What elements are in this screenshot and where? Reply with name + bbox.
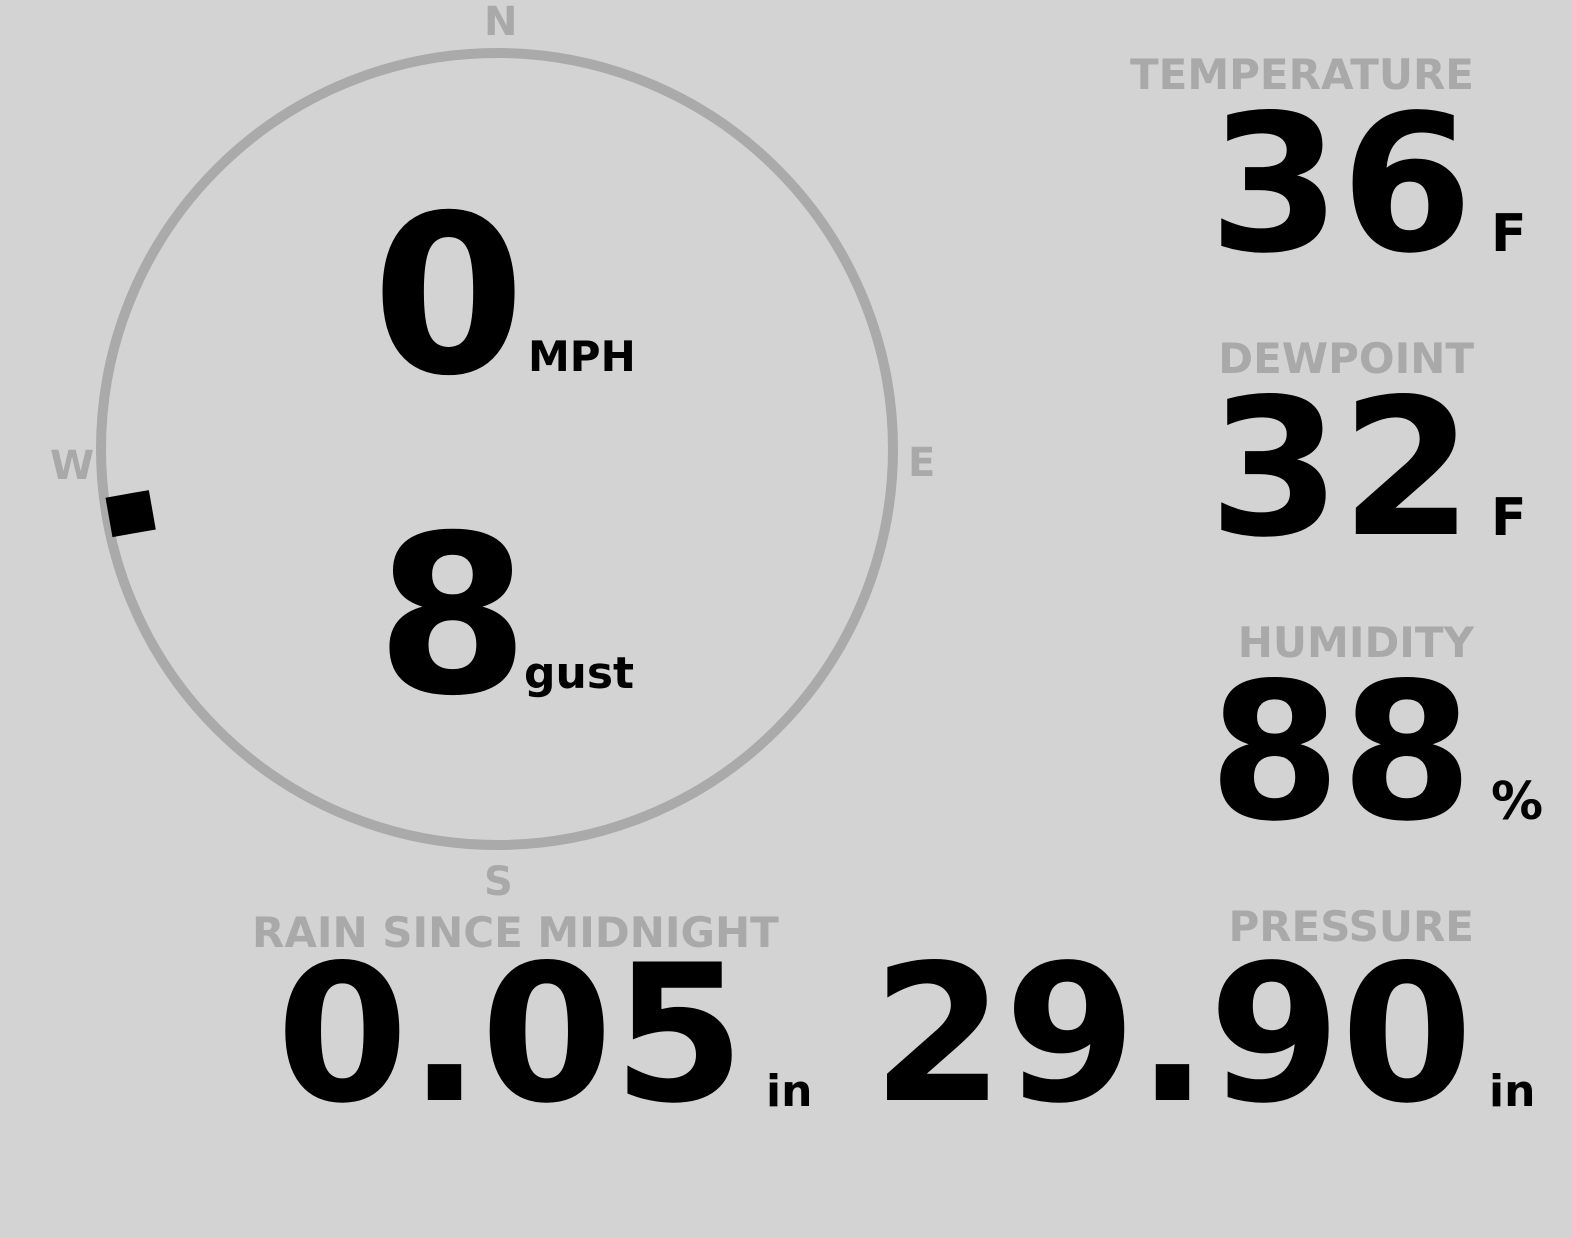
compass-west: W	[50, 443, 95, 489]
rain-value: 0.05	[276, 924, 745, 1145]
wind-gust-label: gust	[524, 648, 635, 699]
compass-ring	[96, 48, 898, 850]
humidity-label: HUMIDITY	[1237, 618, 1474, 667]
rain-unit: in	[766, 1066, 813, 1117]
temperature-unit: F	[1491, 204, 1527, 264]
wind-speed-unit: MPH	[528, 332, 636, 381]
pressure-label: PRESSURE	[1228, 902, 1474, 951]
pressure-value: 29.90	[872, 924, 1473, 1145]
wind-gust-value: 8	[376, 488, 530, 744]
compass-east: E	[908, 440, 936, 486]
dewpoint-label: DEWPOINT	[1218, 334, 1474, 383]
compass-south: S	[484, 859, 513, 905]
pressure-unit: in	[1489, 1066, 1536, 1117]
wind-direction-marker	[105, 490, 156, 538]
humidity-value: 88	[1208, 642, 1473, 863]
wind-compass	[96, 48, 898, 850]
dewpoint-unit: F	[1491, 488, 1527, 548]
rain-label: RAIN SINCE MIDNIGHT	[252, 908, 779, 957]
wind-speed-value: 0	[372, 168, 526, 424]
compass-north: N	[484, 0, 518, 45]
humidity-unit: %	[1491, 772, 1544, 832]
dewpoint-value: 32	[1208, 358, 1473, 579]
temperature-label: TEMPERATURE	[1130, 50, 1474, 99]
temperature-value: 36	[1208, 74, 1473, 295]
